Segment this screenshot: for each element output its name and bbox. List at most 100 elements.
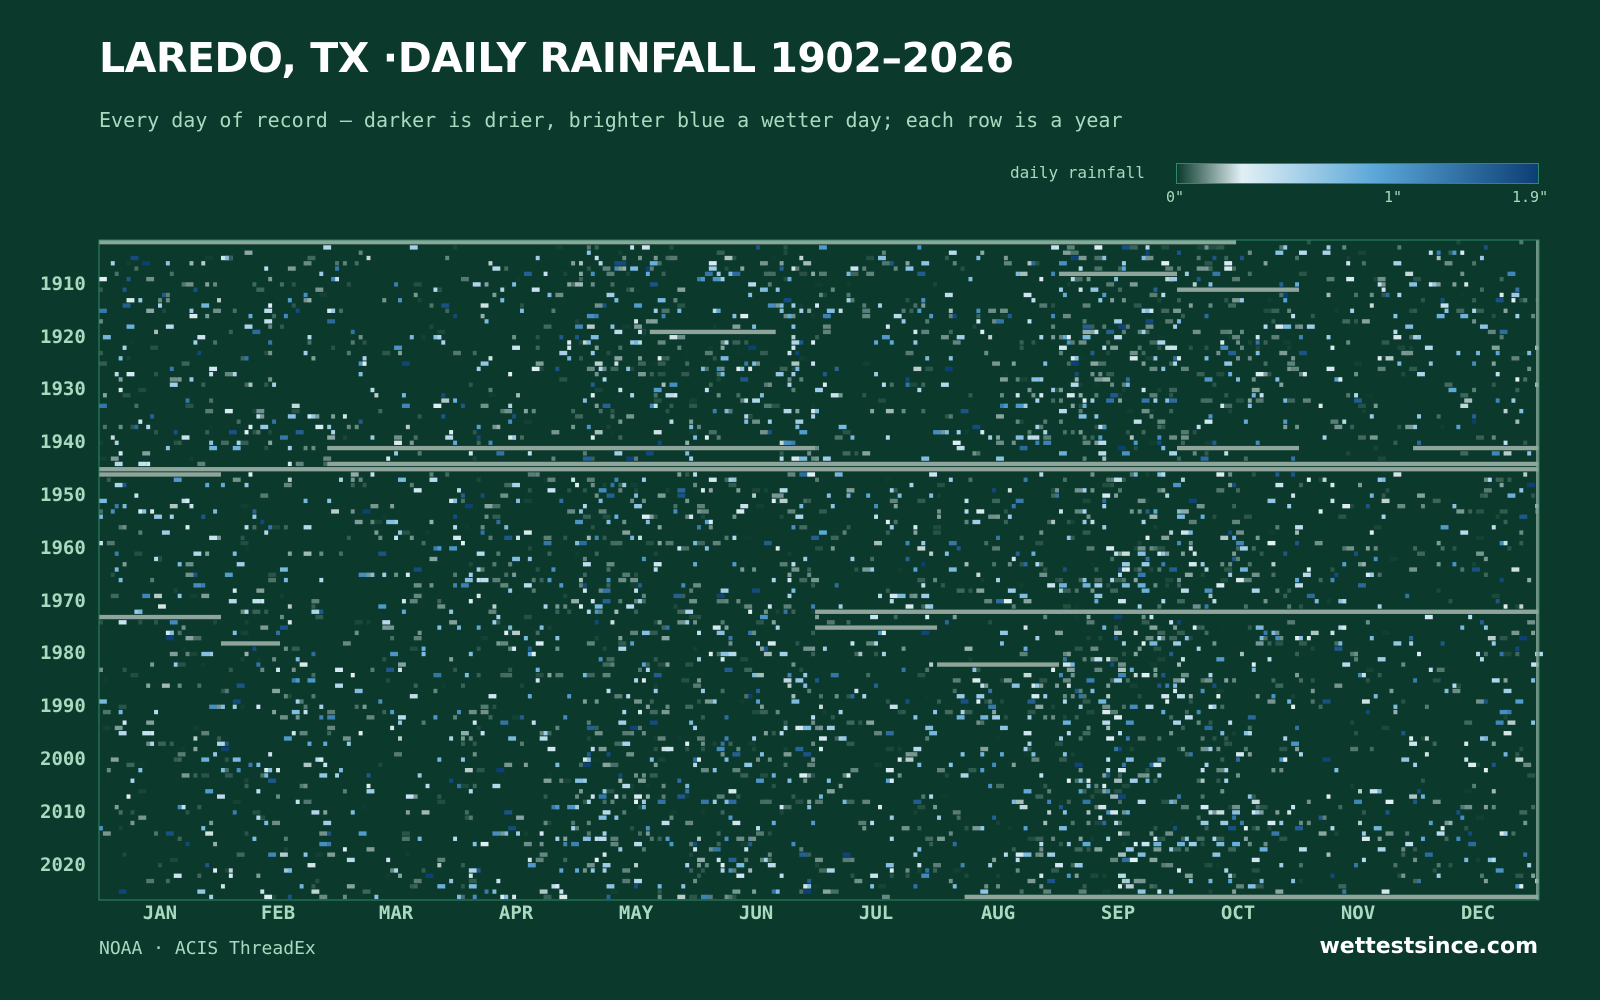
rain-cell xyxy=(1059,826,1067,831)
rain-cell xyxy=(582,562,591,567)
rain-cell xyxy=(606,493,615,498)
rain-cell xyxy=(1153,646,1162,651)
rain-cell xyxy=(1110,588,1119,593)
rain-cell xyxy=(1051,271,1056,277)
rain-cell xyxy=(1413,762,1418,768)
rain-cell xyxy=(1161,445,1166,451)
rain-cell xyxy=(1393,863,1398,868)
rain-cell xyxy=(559,335,564,340)
rain-cell xyxy=(1066,651,1071,657)
rain-cell xyxy=(582,762,591,768)
rain-cell xyxy=(1243,577,1252,583)
rain-cell xyxy=(992,546,1000,551)
rain-cell xyxy=(1180,509,1189,514)
rain-cell xyxy=(1141,430,1146,435)
rain-cell xyxy=(638,667,642,673)
rain-cell xyxy=(1145,245,1150,250)
rain-cell xyxy=(1334,424,1343,430)
rain-cell xyxy=(689,403,698,409)
rain-cell xyxy=(106,540,115,546)
rain-cell xyxy=(1381,292,1386,298)
rain-cell xyxy=(327,841,332,847)
rain-cell xyxy=(224,408,233,414)
rain-cell xyxy=(1094,414,1099,419)
rain-cell xyxy=(846,694,851,699)
rain-cell xyxy=(1420,778,1425,783)
rain-cell xyxy=(822,372,827,377)
rain-cell xyxy=(799,356,804,361)
rain-cell xyxy=(1118,572,1122,577)
rain-cell xyxy=(1129,356,1138,361)
missing-data-bar xyxy=(815,625,938,630)
rain-cell xyxy=(323,245,332,250)
rain-cell xyxy=(1405,424,1414,430)
rain-cell xyxy=(1023,789,1032,794)
rain-cell xyxy=(1169,651,1174,657)
rain-cell xyxy=(1393,472,1402,477)
rain-cell xyxy=(232,799,241,805)
rain-cell xyxy=(1354,651,1359,657)
rain-cell xyxy=(948,356,953,361)
rain-cell xyxy=(547,577,552,583)
rain-cell xyxy=(1228,847,1237,852)
rain-cell xyxy=(445,308,450,313)
rain-cell xyxy=(228,667,233,673)
rain-cell xyxy=(665,540,674,546)
y-tick-label: 1920 xyxy=(40,325,86,348)
rain-cell xyxy=(1035,794,1044,799)
rain-cell xyxy=(543,324,552,329)
rain-cell xyxy=(1511,398,1516,403)
rain-cell xyxy=(1141,841,1150,847)
rain-cell xyxy=(1098,815,1103,820)
rain-cell xyxy=(1267,826,1272,831)
rain-cell xyxy=(744,857,749,863)
rain-cell xyxy=(315,878,320,884)
rain-cell xyxy=(1066,393,1075,398)
rain-cell xyxy=(807,308,812,313)
rain-cell xyxy=(449,609,454,614)
rain-cell xyxy=(224,757,229,762)
rain-cell xyxy=(622,709,627,715)
heatmap-background xyxy=(99,240,1539,900)
rain-cell xyxy=(1503,688,1512,694)
rain-cell xyxy=(559,377,568,382)
rain-cell xyxy=(736,746,741,752)
rain-cell xyxy=(1180,657,1185,662)
rain-cell xyxy=(1051,335,1056,340)
rain-cell xyxy=(165,261,170,266)
rain-cell xyxy=(1082,456,1087,461)
rain-cell xyxy=(240,535,245,541)
rain-cell xyxy=(708,894,713,900)
rain-cell xyxy=(1188,303,1193,308)
rain-cell xyxy=(1318,477,1323,482)
brand-link[interactable]: wettestsince.com xyxy=(1319,934,1538,959)
rain-cell xyxy=(1358,583,1366,588)
rain-cell xyxy=(653,514,658,519)
rain-cell xyxy=(1208,282,1213,287)
rain-cell xyxy=(1141,308,1146,313)
rain-cell xyxy=(830,889,839,894)
rain-cell xyxy=(693,762,698,768)
rain-cell xyxy=(342,789,347,794)
rain-cell xyxy=(264,768,269,773)
rain-cell xyxy=(555,762,560,768)
rain-cell xyxy=(1354,398,1362,403)
rain-cell xyxy=(354,424,359,430)
rain-cell xyxy=(700,688,705,694)
rain-cell xyxy=(704,519,713,525)
rain-cell xyxy=(905,699,910,704)
rain-cell xyxy=(1118,599,1126,604)
rain-cell xyxy=(795,408,800,414)
rain-cell xyxy=(118,826,123,831)
rain-cell xyxy=(1106,683,1111,688)
rain-cell xyxy=(413,567,422,572)
rain-cell xyxy=(594,636,599,641)
rain-cell xyxy=(1243,604,1248,609)
rain-cell xyxy=(1047,519,1052,525)
rain-cell xyxy=(1263,261,1268,266)
rain-cell xyxy=(1149,366,1158,372)
rain-cell xyxy=(921,261,930,266)
rain-cell xyxy=(1306,324,1315,329)
rain-cell xyxy=(1173,641,1181,646)
rain-cell xyxy=(1263,630,1268,636)
